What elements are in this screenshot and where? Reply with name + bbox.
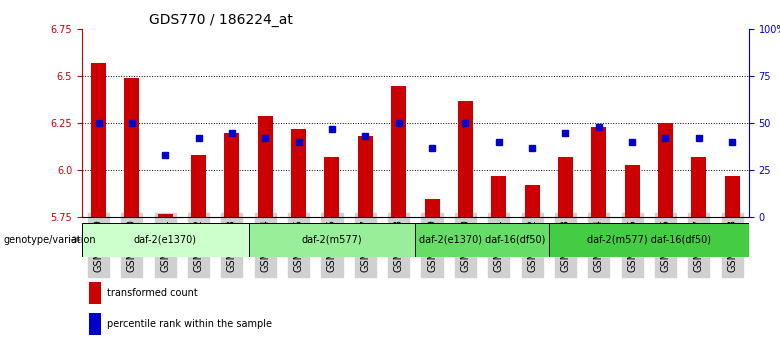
Text: percentile rank within the sample: percentile rank within the sample [107, 319, 272, 329]
Bar [89, 313, 101, 335]
Bar [89, 282, 101, 304]
Bar [158, 214, 172, 217]
Bar [691, 157, 706, 217]
Bar [82, 223, 249, 257]
Bar [549, 223, 749, 257]
Bar [658, 123, 673, 217]
Bar [558, 157, 573, 217]
Text: daf-2(e1370): daf-2(e1370) [133, 235, 197, 245]
Text: daf-2(m577) daf-16(df50): daf-2(m577) daf-16(df50) [587, 235, 711, 245]
Bar [392, 86, 406, 217]
Bar [249, 223, 415, 257]
Bar [424, 199, 439, 217]
Text: daf-2(m577): daf-2(m577) [302, 235, 362, 245]
Text: genotype/variation: genotype/variation [4, 235, 97, 245]
Text: daf-2(e1370) daf-16(df50): daf-2(e1370) daf-16(df50) [419, 235, 545, 245]
Bar [291, 129, 306, 217]
Bar [91, 63, 106, 217]
Bar [225, 133, 239, 217]
Bar [725, 176, 739, 217]
Bar [191, 155, 206, 217]
Bar [358, 137, 373, 217]
Bar [525, 185, 540, 217]
Bar [491, 176, 506, 217]
Bar [125, 78, 140, 217]
Bar [625, 165, 640, 217]
Bar [591, 127, 606, 217]
Bar [415, 223, 549, 257]
Bar [324, 157, 339, 217]
Text: transformed count: transformed count [107, 288, 198, 298]
Text: GDS770 / 186224_at: GDS770 / 186224_at [148, 13, 292, 27]
Bar [258, 116, 273, 217]
Bar [458, 101, 473, 217]
